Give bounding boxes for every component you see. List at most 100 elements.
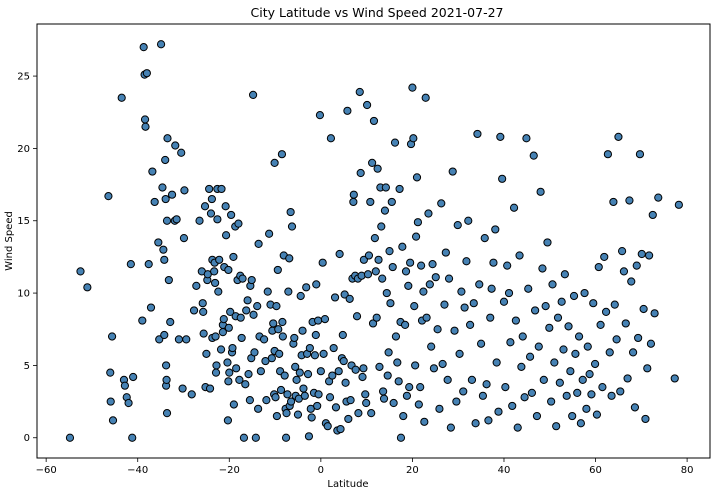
data-points	[65, 40, 683, 442]
y-tick-label: 20	[17, 144, 30, 155]
data-point	[453, 220, 462, 230]
data-point	[210, 278, 220, 288]
data-point	[482, 380, 491, 389]
data-point	[158, 183, 167, 192]
data-point	[424, 209, 433, 218]
data-point	[390, 138, 400, 147]
data-point	[621, 319, 630, 328]
data-point	[598, 383, 607, 392]
data-point	[467, 375, 477, 384]
data-point	[585, 369, 594, 379]
data-point	[361, 390, 370, 399]
data-point	[568, 411, 577, 421]
data-point	[509, 203, 519, 212]
data-point	[369, 116, 379, 126]
data-point	[247, 275, 256, 285]
data-point	[410, 302, 419, 311]
data-point	[367, 409, 376, 418]
data-point	[389, 398, 398, 408]
data-point	[274, 325, 283, 334]
data-point	[343, 106, 352, 115]
data-point	[413, 218, 423, 227]
data-point	[315, 111, 325, 120]
data-point	[605, 348, 614, 357]
data-point	[404, 281, 413, 290]
data-point	[557, 297, 566, 306]
x-tick-label: −20	[219, 465, 240, 476]
data-point	[310, 351, 319, 360]
data-point	[498, 174, 507, 183]
data-point	[199, 307, 208, 316]
data-point	[144, 260, 153, 269]
data-point	[501, 383, 510, 392]
data-point	[273, 265, 282, 275]
data-point	[398, 242, 407, 251]
data-point	[281, 433, 291, 442]
data-point	[276, 385, 286, 395]
data-point	[311, 330, 320, 340]
data-point	[486, 313, 495, 322]
data-point	[539, 375, 548, 384]
y-tick-label: 25	[17, 72, 30, 83]
data-point	[270, 158, 279, 167]
data-point	[192, 281, 201, 290]
data-point	[307, 413, 316, 422]
data-point	[205, 384, 215, 393]
data-point	[355, 87, 364, 97]
data-point	[387, 197, 396, 207]
data-point	[503, 261, 512, 270]
data-point	[259, 335, 269, 344]
y-tick-label: 10	[17, 289, 30, 300]
data-point	[450, 326, 459, 335]
data-point	[254, 404, 263, 413]
data-point	[406, 258, 415, 267]
data-point	[282, 409, 291, 418]
data-point	[318, 258, 327, 267]
data-point	[536, 187, 545, 196]
data-point	[160, 255, 169, 264]
data-point	[560, 270, 569, 279]
data-point	[394, 377, 403, 386]
data-point	[574, 332, 584, 341]
data-point	[362, 100, 372, 110]
data-point	[587, 390, 596, 399]
data-point	[416, 383, 425, 392]
data-point	[559, 345, 568, 354]
data-point	[421, 93, 430, 102]
data-point	[171, 141, 180, 150]
data-point	[150, 197, 159, 207]
data-point	[617, 247, 627, 256]
data-point	[108, 416, 118, 425]
data-point	[216, 345, 226, 354]
data-point	[603, 150, 613, 159]
data-point	[265, 229, 274, 238]
data-point	[475, 280, 484, 289]
data-point	[614, 132, 623, 141]
data-point	[564, 322, 573, 331]
data-point	[164, 275, 173, 285]
data-point	[594, 262, 603, 272]
data-point	[371, 267, 380, 276]
data-point	[641, 414, 650, 424]
data-point	[515, 251, 524, 260]
data-point	[349, 190, 358, 199]
data-point	[359, 364, 368, 373]
data-point	[129, 372, 138, 382]
data-point	[429, 364, 439, 373]
data-point	[225, 368, 234, 377]
data-point	[487, 284, 496, 293]
data-point	[278, 317, 287, 327]
data-point	[236, 313, 245, 322]
data-point	[441, 248, 450, 257]
data-point	[262, 396, 271, 405]
data-point	[346, 396, 355, 405]
data-point	[405, 383, 414, 392]
data-point	[506, 338, 515, 347]
data-point	[525, 352, 535, 361]
data-point	[215, 255, 224, 264]
data-point	[654, 193, 663, 202]
data-point	[241, 380, 250, 389]
data-point	[277, 150, 287, 159]
data-point	[420, 417, 429, 426]
